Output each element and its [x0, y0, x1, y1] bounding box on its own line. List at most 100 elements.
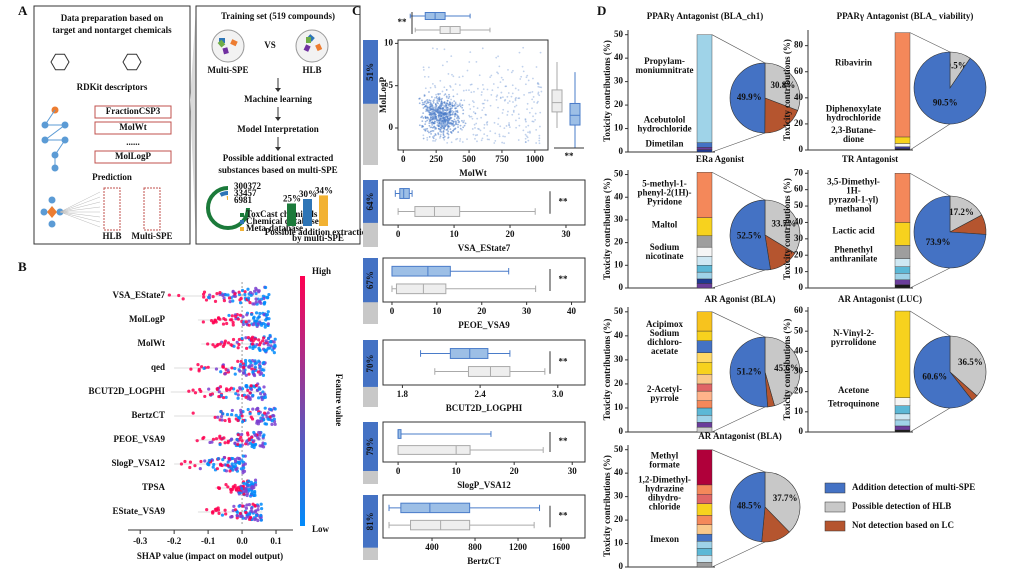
scatter-dot: [439, 125, 442, 128]
scatter-dot: [454, 107, 457, 110]
swarm-dot: [193, 464, 197, 468]
swarm-dot: [219, 414, 224, 419]
feature-label: TPSA: [142, 482, 166, 492]
swarm-dot: [181, 297, 185, 301]
scatter-dot: [512, 101, 514, 103]
pie-label: 9.5%: [946, 61, 966, 71]
y-tick-label: 30: [614, 354, 624, 364]
scatter-dot: [492, 83, 495, 85]
scatter-dot: [538, 94, 541, 97]
y-tick-label: 10: [614, 123, 624, 133]
scatter-dot: [507, 132, 510, 134]
swarm-dot: [253, 480, 258, 485]
y-axis-label: Toxicity contributions (%): [602, 178, 612, 280]
bar-segment: [696, 449, 713, 486]
y-tick-label: 50: [794, 325, 804, 335]
scatter-dot: [457, 119, 460, 122]
swarm-dot: [236, 442, 240, 447]
box: [395, 283, 447, 295]
scatter-dot: [433, 84, 436, 87]
scatter-dot: [439, 137, 441, 139]
scatter-dot: [457, 126, 459, 128]
swarm-dot: [233, 292, 237, 296]
y-tick-label: 50: [614, 444, 624, 454]
swarm-dot: [215, 467, 220, 471]
y-axis-label: Toxicity contributions (%): [782, 178, 792, 280]
swarm-dot: [266, 295, 270, 299]
scatter-dot: [440, 127, 443, 130]
bar-label: acetate: [651, 346, 678, 356]
significance: **: [565, 151, 575, 161]
feature-label: MolLogP: [129, 314, 165, 324]
descriptor-box: [94, 150, 172, 164]
scatter-dot: [457, 123, 459, 126]
scatter-dot: [469, 83, 472, 86]
scatter-dot: [528, 91, 530, 94]
node: [40, 208, 48, 216]
scatter-dot: [522, 70, 525, 73]
swarm-dot: [233, 441, 237, 445]
scatter-dot: [452, 75, 455, 78]
x-tick-label: 0.0: [236, 536, 248, 546]
scatter-dot: [514, 98, 517, 100]
scatter-dot: [453, 100, 456, 103]
swarm-dot: [262, 360, 266, 365]
swarm-dot: [272, 351, 276, 355]
step: Model Interpretation: [237, 124, 319, 134]
scatter-dot: [476, 140, 478, 143]
y-tick-label: 80: [794, 40, 804, 50]
scatter-dot: [447, 125, 450, 128]
swarm-dot: [237, 342, 241, 347]
scatter-dot: [431, 121, 434, 123]
connector: [711, 406, 766, 433]
scatter-dot: [445, 128, 448, 131]
descriptor-box: [94, 121, 172, 135]
scatter-dot: [431, 110, 434, 113]
scatter-dot: [434, 109, 436, 112]
y-tick-label: 0: [799, 144, 804, 154]
sorbent: [211, 29, 245, 63]
scatter-dot: [438, 98, 440, 101]
panel-label: B: [18, 259, 27, 274]
y-axis-label: Toxicity contributions (%): [602, 319, 612, 421]
swarm-dot: [242, 466, 246, 470]
scatter-dot: [435, 138, 437, 141]
swarm-dot: [238, 301, 243, 305]
swarm-dot: [204, 298, 209, 302]
node: [51, 164, 59, 172]
plot-frame: [382, 179, 586, 226]
swarm-dot: [197, 369, 201, 373]
scatter-dot: [537, 85, 540, 88]
swarm-dot: [217, 486, 221, 490]
swarm-dot: [241, 322, 245, 327]
scatter-dot: [442, 110, 445, 112]
swarm-dot: [250, 312, 254, 317]
swarm-dot: [220, 437, 224, 441]
scatter-dot: [451, 124, 453, 126]
scatter-dot: [493, 121, 496, 124]
swarm-dot: [252, 439, 256, 443]
y-tick-label: 20: [614, 514, 624, 524]
scatter-dot: [436, 121, 439, 124]
scatter-dot: [473, 123, 476, 126]
scatter-dot: [444, 124, 447, 127]
scatter-dot: [424, 120, 427, 123]
colorbar-title: Feature value: [334, 374, 344, 427]
swarm-dot: [240, 486, 244, 491]
scatter-dot: [432, 101, 435, 104]
bar-segment: [894, 245, 911, 259]
y-tick-label: 60: [794, 184, 804, 194]
scatter-dot: [454, 110, 457, 113]
scatter-dot: [432, 139, 434, 142]
swarm-dot: [268, 333, 272, 338]
scatter-dot: [476, 107, 479, 110]
bar-label: chloride: [649, 501, 681, 511]
scatter-dot: [426, 119, 429, 122]
scatter-dot: [532, 120, 535, 123]
pie-slice: [913, 51, 987, 125]
caption: by multi-SPE: [292, 233, 344, 243]
scatter-dot: [426, 130, 429, 133]
swarm-dot: [261, 339, 265, 343]
scatter-dot: [448, 101, 451, 104]
